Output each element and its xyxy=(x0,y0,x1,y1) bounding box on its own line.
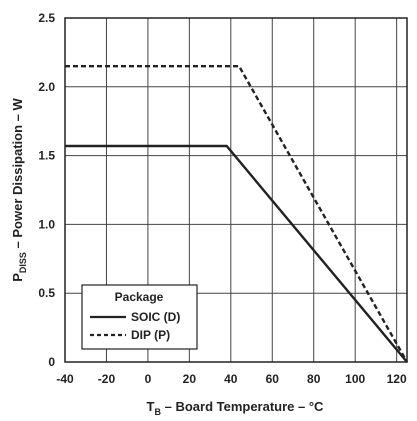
y-tick-label: 2.5 xyxy=(38,11,55,25)
legend-label-soic: SOIC (D) xyxy=(131,310,180,324)
legend-label-dip: DIP (P) xyxy=(131,328,170,342)
legend: Package SOIC (D) DIP (P) xyxy=(81,284,198,350)
x-tick-label: -20 xyxy=(98,372,116,386)
x-tick-label: 20 xyxy=(183,372,197,386)
series-line-soic xyxy=(65,144,408,363)
x-tick-label: 80 xyxy=(307,372,321,386)
x-tick-label: 40 xyxy=(224,372,238,386)
series-lines xyxy=(65,64,409,363)
y-tick-labels: 0 0.5 1.0 1.5 2.0 2.5 xyxy=(38,11,55,369)
x-axis-label: TB – Board Temperature – °C xyxy=(147,399,325,417)
legend-title: Package xyxy=(115,290,164,304)
x-tick-label: 60 xyxy=(266,372,280,386)
y-tick-label: 2.0 xyxy=(38,80,55,94)
plot-frame xyxy=(64,17,408,363)
x-tick-label: -40 xyxy=(56,372,74,386)
y-tick-label: 1.5 xyxy=(38,149,55,163)
y-tick-label: 0 xyxy=(48,355,55,369)
x-tick-label: 120 xyxy=(387,372,407,386)
x-tick-label: 0 xyxy=(145,372,152,386)
x-tick-label: 100 xyxy=(345,372,365,386)
y-tick-label: 0.5 xyxy=(38,286,55,300)
y-axis-label: PDISS – Power Dissipation – W xyxy=(10,97,28,281)
y-tick-label: 1.0 xyxy=(38,217,55,231)
legend-box xyxy=(81,284,198,350)
x-tick-labels: -40 -20 0 20 40 60 80 100 120 xyxy=(56,372,407,386)
series-line-dip xyxy=(65,64,409,363)
